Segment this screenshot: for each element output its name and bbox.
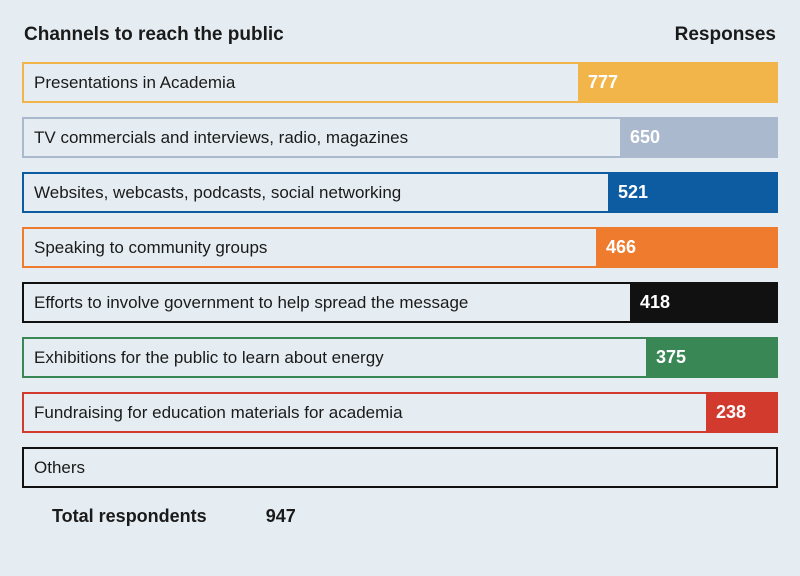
bar-row: Efforts to involve government to help sp… [22,282,778,323]
chart-footer: Total respondents 947 [22,506,778,527]
bar-value-block: 650 [620,117,778,158]
bar-row: Others [22,447,778,488]
bar-value: 466 [606,237,636,258]
bar-value: 418 [640,292,670,313]
bar-label: Speaking to community groups [34,238,267,258]
bar-label: Fundraising for education materials for … [34,403,403,423]
bar-row: Websites, webcasts, podcasts, social net… [22,172,778,213]
bar-value: 650 [630,127,660,148]
bar-value: 238 [716,402,746,423]
bar-label: Websites, webcasts, podcasts, social net… [34,183,401,203]
bar-value-block: 238 [706,392,778,433]
bar-value: 375 [656,347,686,368]
chart-header: Channels to reach the public Responses [22,24,778,46]
bar-row: Fundraising for education materials for … [22,392,778,433]
bar-row: TV commercials and interviews, radio, ma… [22,117,778,158]
bar-value-block: 777 [578,62,778,103]
bar-value-block: 375 [646,337,778,378]
bar-value: 777 [588,72,618,93]
bar-value: 521 [618,182,648,203]
bar-row: Presentations in Academia 777 [22,62,778,103]
bar-label: Efforts to involve government to help sp… [34,293,468,313]
bar-row: Exhibitions for the public to learn abou… [22,337,778,378]
title-right: Responses [675,24,776,46]
bar-label: Others [34,458,85,478]
footer-value: 947 [266,506,296,527]
bar-value-block: 521 [608,172,778,213]
bar-rows: Presentations in Academia 777 TV commercia… [22,62,778,488]
bar-value-block: 418 [630,282,778,323]
title-left: Channels to reach the public [24,24,284,46]
bar-label: Presentations in Academia [34,73,235,93]
bar-label: TV commercials and interviews, radio, ma… [34,128,408,148]
footer-label: Total respondents [52,506,207,526]
bar-value-block: 466 [596,227,778,268]
bar-label: Exhibitions for the public to learn abou… [34,348,384,368]
bar-row: Speaking to community groups 466 [22,227,778,268]
